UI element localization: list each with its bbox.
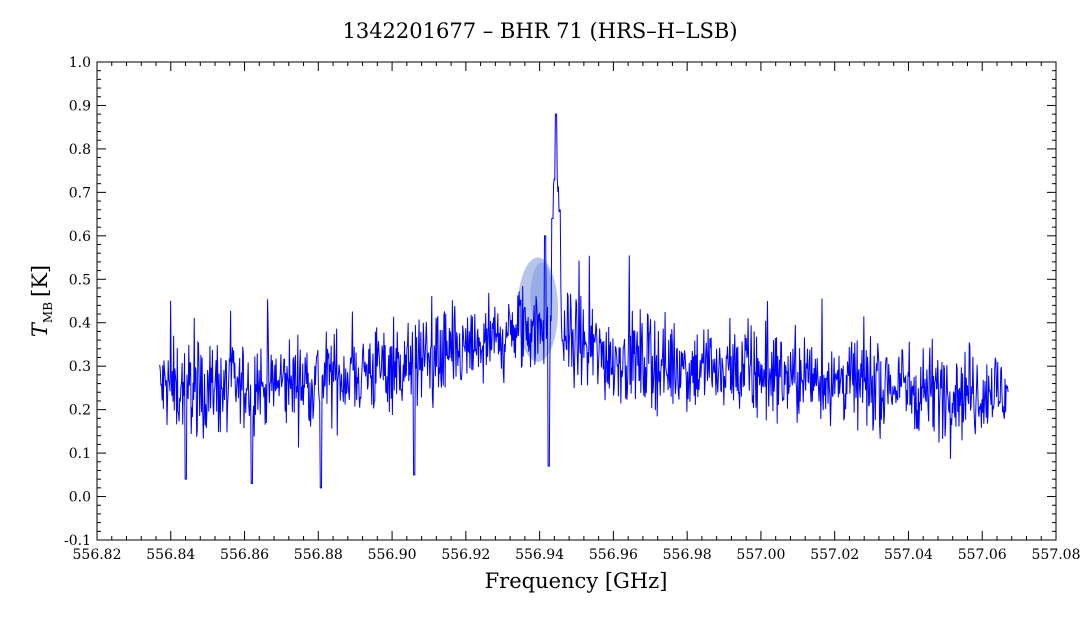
x-tick-label: 556.98: [663, 547, 712, 563]
x-tick-label: 557.04: [884, 547, 933, 563]
x-axis-label: Frequency [GHz]: [485, 569, 668, 593]
y-tick-label: 0.7: [69, 185, 91, 201]
x-tick-label: 557.00: [736, 547, 785, 563]
x-tick-label: 556.96: [589, 547, 638, 563]
y-axis-unit: [K]: [28, 265, 52, 297]
y-tick-label: 1.0: [69, 55, 91, 71]
x-tick-label: 557.06: [958, 547, 1007, 563]
x-tick-label: 556.82: [73, 547, 122, 563]
y-tick-label: -0.1: [64, 533, 91, 549]
x-tick-labels: 556.82 556.84 556.86 556.88 556.90 556.92 556.…: [73, 547, 1080, 563]
y-tick-label: 0.5: [69, 272, 91, 288]
svg-text:TMB[K]: TMB [K]: [28, 265, 55, 337]
y-tick-labels: -0.1 0.0 0.1 0.2 0.3 0.4 0.5 0.6 0.7 0.8 0.9 1.0: [64, 55, 91, 549]
x-tick-label: 556.86: [220, 547, 269, 563]
y-tick-label: 0.3: [69, 359, 91, 375]
y-tick-label: 0.8: [69, 142, 91, 158]
y-tick-label: 0.1: [69, 446, 91, 462]
y-tick-label: 0.6: [69, 229, 91, 245]
y-axis-subscript: MB: [41, 302, 55, 323]
y-tick-label: 0.0: [69, 490, 91, 506]
axis-ticks: [96, 61, 1057, 541]
spectrum-line: [159, 113, 1009, 489]
y-axis-label: TMB [K]: [28, 265, 55, 337]
x-tick-label: 556.90: [368, 547, 417, 563]
y-tick-label: 0.4: [69, 316, 91, 332]
x-tick-label: 556.88: [294, 547, 343, 563]
spectrum-series: [159, 113, 1009, 489]
x-tick-label: 556.84: [146, 547, 195, 563]
y-axis-symbol: T: [28, 321, 52, 337]
x-tick-label: 556.92: [441, 547, 490, 563]
chart-title: 1342201677 – BHR 71 (HRS–H–LSB): [342, 19, 737, 43]
y-tick-label: 0.2: [69, 403, 91, 419]
x-tick-label: 557.08: [1032, 547, 1080, 563]
plot-frame: [96, 61, 1057, 541]
x-tick-label: 556.94: [515, 547, 564, 563]
x-tick-label: 557.02: [810, 547, 859, 563]
y-tick-label: 0.9: [69, 98, 91, 114]
